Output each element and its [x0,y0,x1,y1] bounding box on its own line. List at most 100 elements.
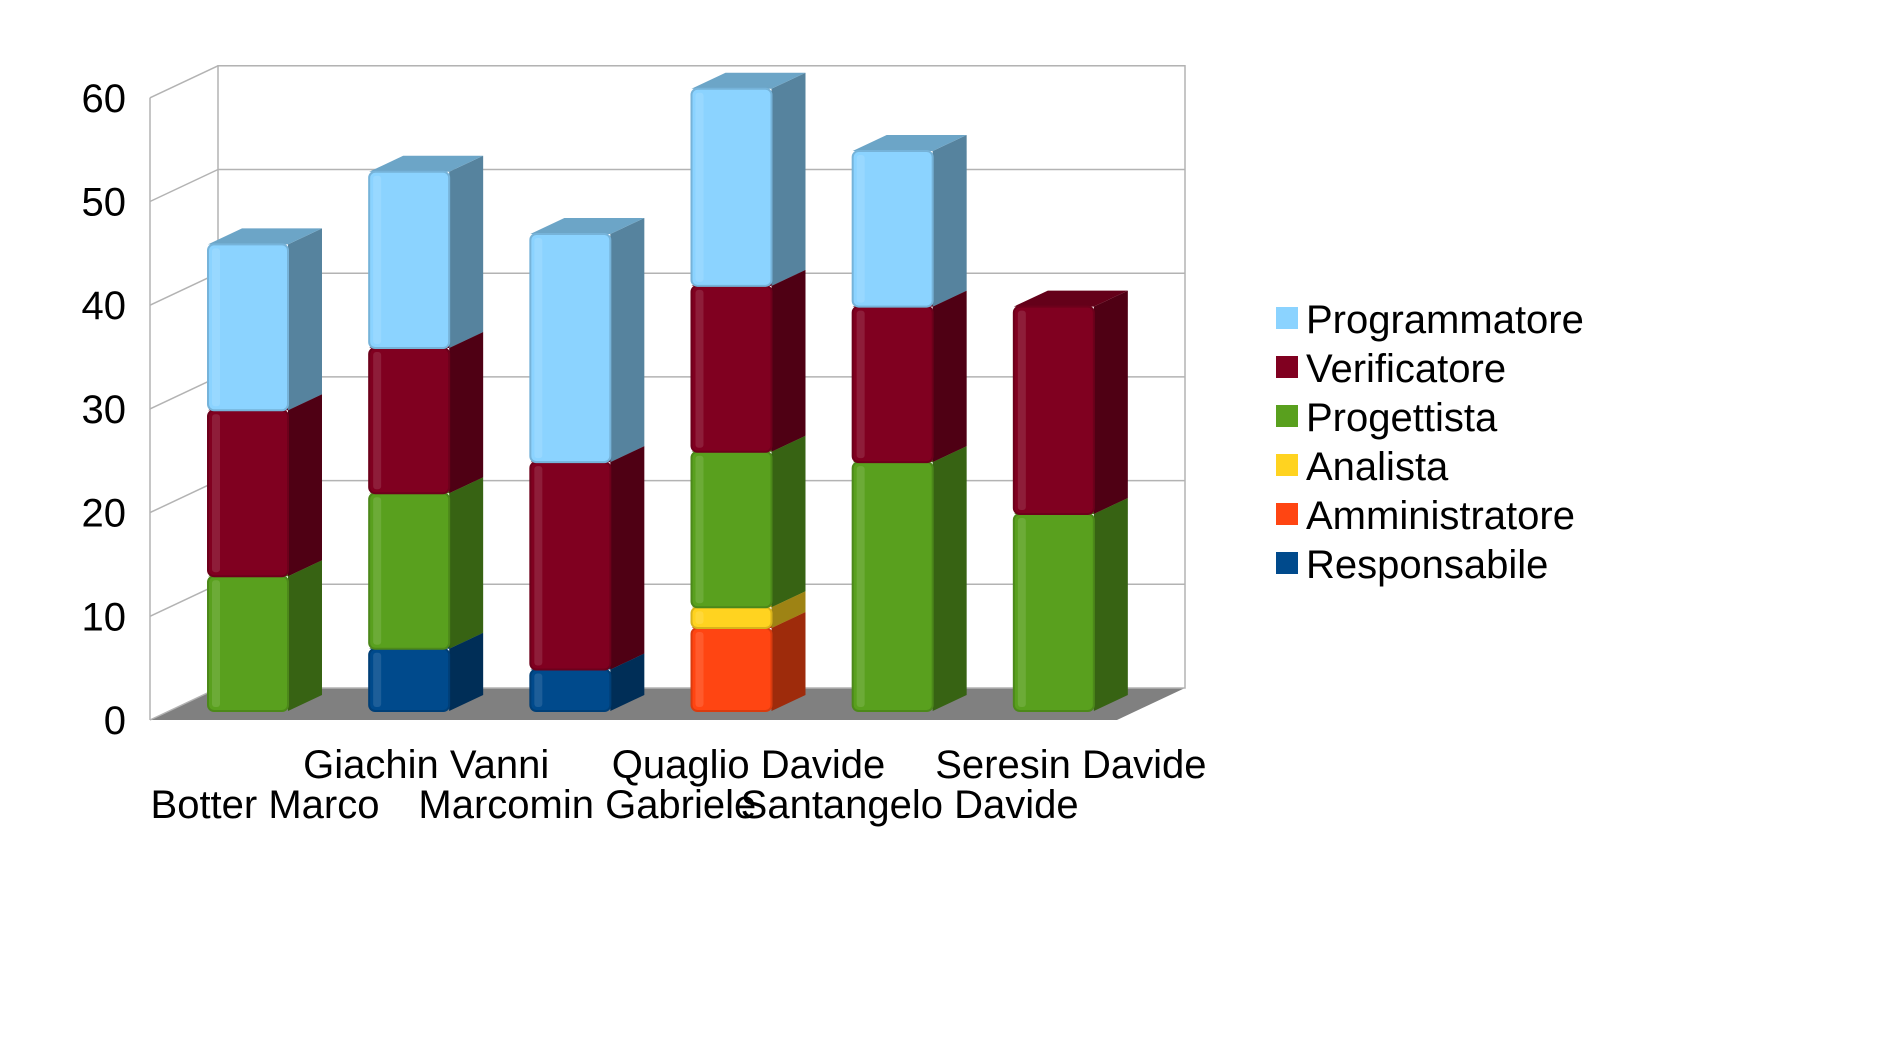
bar-stack-santangelo-davide [851,135,967,712]
legend-label: Programmatore [1306,298,1584,342]
legend-item-analista: Analista [1276,445,1449,489]
bar-stack-seresin-davide [1012,290,1128,712]
bar-side-face [610,446,645,670]
bar-side-face [771,612,806,711]
legend-item-responsabile: Responsabile [1276,543,1548,587]
bar-highlight [856,310,865,459]
bar-stack-marcomin-gabriele [529,217,645,713]
legend-swatch [1276,552,1298,574]
bar-top-face [852,135,967,152]
bar-highlight [1017,517,1026,707]
bar-side-face [771,435,806,608]
y-tick-label: 40 [82,284,127,328]
bar-front-face [1012,305,1095,515]
y-axis-ticks: 0 10 20 30 40 50 60 [82,77,127,743]
gridline-side [149,583,219,617]
bar-segment-quaglio-davide-programmatore [690,72,806,287]
bar-side-face [449,477,484,649]
bar-highlight [534,237,543,459]
bar-side-face [1093,290,1128,514]
bar-segment-seresin-davide-progettista [1012,497,1128,712]
bar-highlight [212,414,220,573]
bar-highlight [373,352,382,490]
x-label-giachin-vanni: Giachin Vanni [303,743,549,787]
gridline-side [149,272,219,306]
bar-side-face [610,217,645,463]
bar-stacks [207,72,1128,713]
bar-highlight [856,466,865,707]
bar-front-face [529,232,612,464]
bar-top-face [208,228,322,245]
bar-highlight [373,497,382,645]
x-label-marcomin-gabriele: Marcomin Gabriele [418,783,756,827]
bar-top-face [369,155,484,172]
bar-segment-quaglio-davide-progettista [690,435,806,609]
bar-highlight [856,155,865,303]
bar-front-face [851,150,934,308]
bar-highlight [1017,310,1026,510]
bar-front-face [690,87,773,287]
bar-stack-quaglio-davide [690,72,806,712]
legend-label: Verificatore [1306,347,1506,391]
x-label-botter-marco: Botter Marco [151,783,380,827]
bar-side-face [288,560,322,711]
bar-side-face [449,632,484,711]
bar-segment-seresin-davide-verificatore [1012,290,1128,515]
bar-side-face [771,591,806,629]
bar-highlight [212,248,220,407]
bar-segment-giachin-vanni-progettista [368,477,484,650]
legend: Programmatore Verificatore Progettista Anal… [1276,298,1584,587]
y-tick-label: 30 [82,388,127,432]
bar-top-face [530,217,645,234]
bar-segment-botter-marco-programmatore [207,228,322,412]
x-label-quaglio-davide: Quaglio Davide [612,743,886,787]
x-label-santangelo-davide: Santangelo Davide [741,783,1079,827]
legend-label: Amministratore [1306,494,1575,538]
bar-highlight [695,455,704,604]
bar-top-face [1013,290,1128,307]
bar-side-face [771,72,806,286]
legend-swatch [1276,307,1298,329]
bar-side-face [932,290,967,463]
gridline-side [149,376,219,410]
y-tick-label: 0 [104,699,126,743]
bar-highlight [534,466,543,666]
bar-side-face [288,228,322,411]
y-tick-label: 10 [82,595,127,639]
gridline-side [149,168,219,203]
bar-side-face [1093,497,1128,711]
bar-segment-santangelo-davide-programmatore [851,135,967,308]
bar-segment-marcomin-gabriele-verificatore [529,446,645,671]
legend-label: Responsabile [1306,543,1548,587]
bar-stack-giachin-vanni [368,155,484,713]
y-tick-label: 50 [82,181,127,225]
legend-swatch [1276,405,1298,427]
bar-highlight [534,673,543,707]
bar-side-face [932,446,967,711]
bar-segment-botter-marco-verificatore [207,394,322,578]
bar-side-face [288,394,322,577]
y-tick-label: 20 [82,492,127,536]
legend-item-progettista: Progettista [1276,396,1498,440]
legend-swatch [1276,356,1298,378]
x-label-seresin-davide: Seresin Davide [935,743,1206,787]
bar-front-face [368,170,451,350]
bar-side-face [449,332,484,494]
bar-segment-quaglio-davide-verificatore [690,269,806,453]
bar-side-face [449,155,484,349]
legend-item-amministratore: Amministratore [1276,494,1575,538]
bar-segment-giachin-vanni-programmatore [368,155,484,350]
legend-swatch [1276,454,1298,476]
legend-item-verificatore: Verificatore [1276,347,1506,391]
bar-side-face [610,653,645,711]
legend-label: Progettista [1306,396,1498,440]
legend-swatch [1276,503,1298,525]
bar-highlight [695,632,704,707]
bar-stack-botter-marco [207,228,322,712]
bar-highlight [212,580,220,707]
bar-front-face [207,243,289,412]
bar-highlight [373,175,382,345]
legend-item-programmatore: Programmatore [1276,298,1584,342]
